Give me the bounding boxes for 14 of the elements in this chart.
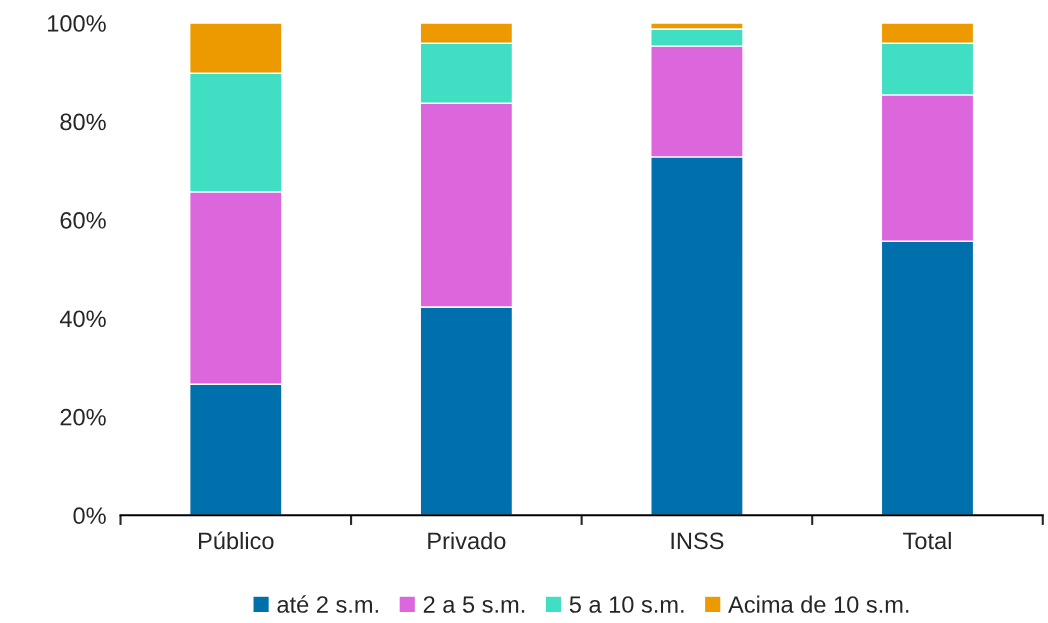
x-tick-label: Total — [903, 531, 951, 550]
legend-label: 5 a 10 s.m. — [569, 596, 684, 613]
legend-label: Acima de 10 s.m. — [728, 595, 909, 613]
y-tick-label: 0% — [73, 507, 106, 525]
x-tick-label: Privado — [428, 531, 506, 550]
y-tick-label: 20% — [60, 408, 106, 426]
y-tick-label: 100% — [48, 15, 106, 32]
legend-label: 2 a 5 s.m. — [423, 596, 525, 613]
y-tick-label: 80% — [60, 113, 106, 131]
x-tick-label: INSS — [671, 532, 724, 550]
y-tick-label: 60% — [60, 211, 106, 229]
y-tick-label: 40% — [59, 310, 106, 328]
x-tick-label: Público — [199, 531, 274, 550]
legend-label: até 2 s.m. — [277, 595, 378, 613]
